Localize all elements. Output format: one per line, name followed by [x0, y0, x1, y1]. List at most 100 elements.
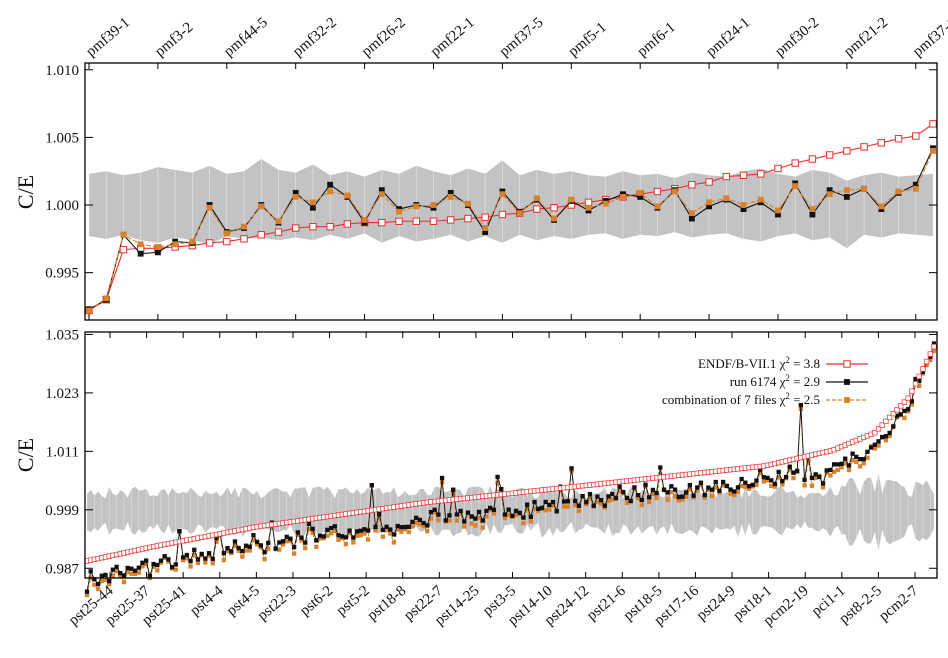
bottom-data-point	[687, 483, 693, 488]
bottom-data-point	[783, 474, 789, 480]
bottom-data-point	[543, 499, 548, 505]
top-data-point	[654, 203, 661, 210]
bottom-data-point	[140, 560, 145, 565]
top-data-point	[688, 210, 695, 217]
top-data-point	[137, 250, 144, 257]
bottom-y-axis: 0.987 0.999 1.011 1.023 1.035	[45, 327, 937, 577]
top-y-tick-label: 1.010	[45, 63, 79, 79]
top-data-point	[447, 194, 454, 200]
bottom-data-point	[909, 388, 915, 394]
bottom-data-point	[735, 489, 741, 494]
top-x-tick-label: pmf30-2	[772, 15, 822, 60]
bottom-data-point	[524, 506, 530, 512]
bottom-data-point	[395, 523, 400, 529]
bottom-data-point	[761, 475, 767, 480]
top-data-point	[550, 204, 558, 212]
bottom-x-tick-label: pst6-2	[297, 583, 336, 619]
bottom-data-point	[820, 481, 826, 486]
bottom-data-point	[547, 502, 552, 508]
top-data-point	[154, 244, 161, 250]
bottom-data-point	[883, 438, 889, 443]
top-x-tick-label: pmf21-2	[841, 15, 891, 60]
bottom-data-point	[643, 482, 648, 487]
bottom-data-point	[905, 407, 911, 412]
bottom-data-point	[462, 519, 467, 524]
top-data-point	[412, 217, 420, 225]
top-data-point	[344, 192, 351, 199]
bottom-data-point	[303, 540, 308, 545]
bottom-data-point	[898, 412, 903, 417]
top-x-tick-label: pmf6-1	[634, 19, 678, 60]
bottom-data-point	[635, 492, 641, 498]
top-data-point	[722, 172, 731, 181]
bottom-data-point	[813, 475, 818, 481]
top-data-point	[740, 202, 747, 208]
bottom-data-point	[532, 499, 537, 505]
bottom-data-point	[121, 573, 127, 578]
top-data-point	[792, 183, 799, 189]
bottom-data-point	[576, 503, 582, 508]
top-data-point	[292, 194, 299, 200]
top-data-point	[258, 203, 265, 210]
bottom-data-point	[236, 545, 241, 551]
bottom-data-point	[243, 543, 249, 548]
bottom-data-point	[839, 461, 844, 466]
top-data-point	[843, 187, 850, 194]
bottom-data-point	[332, 524, 337, 529]
top-data-point	[705, 178, 713, 186]
bottom-data-point	[406, 529, 411, 535]
legend-marker	[844, 379, 850, 385]
bottom-data-point	[417, 522, 423, 527]
bottom-y-tick-label: 0.987	[45, 561, 79, 577]
bottom-data-point	[547, 507, 552, 512]
bottom-data-point	[817, 474, 822, 480]
top-data-point	[137, 241, 144, 248]
bottom-y-axis-title: C/E	[13, 438, 38, 472]
bottom-data-point	[890, 410, 896, 417]
bottom-data-point	[876, 443, 881, 448]
bottom-data-point	[621, 489, 626, 495]
top-data-point	[240, 235, 248, 243]
bottom-data-point	[221, 558, 227, 563]
bottom-data-point	[258, 543, 263, 548]
bottom-data-point	[362, 527, 367, 532]
bottom-data-point	[728, 487, 733, 492]
bottom-data-point	[868, 445, 874, 450]
bottom-data-point	[743, 484, 748, 490]
bottom-data-point	[828, 467, 833, 473]
top-x-tick-label: pmf37-1	[910, 15, 948, 60]
top-x-tick-label: pmf26-2	[359, 15, 409, 60]
bottom-data-point	[661, 487, 667, 492]
legend: ENDF/B-VII.1 χ2 = 3.8 run 6174 χ2 = 2.9 co…	[662, 355, 868, 407]
top-data-point	[205, 239, 214, 247]
bottom-data-point	[569, 466, 574, 471]
bottom-data-point	[454, 518, 460, 523]
bottom-data-point	[92, 582, 97, 587]
legend-label: combination of 7 files χ2 = 2.5	[662, 391, 820, 407]
bottom-data-point	[743, 480, 748, 485]
bottom-data-point	[314, 544, 319, 549]
top-series-line	[88, 150, 934, 311]
bottom-data-point	[709, 487, 715, 492]
top-data-point	[206, 204, 213, 211]
bottom-data-point	[317, 533, 323, 538]
bottom-data-point	[110, 567, 116, 572]
bottom-data-point	[654, 491, 659, 496]
top-data-point	[429, 217, 438, 225]
bottom-y-tick-label: 1.035	[45, 327, 79, 343]
bottom-data-point	[84, 589, 90, 594]
bottom-data-point	[854, 454, 859, 460]
bottom-data-point	[206, 551, 212, 556]
bottom-data-point	[95, 581, 101, 587]
bottom-data-point	[595, 494, 600, 499]
bottom-data-point	[476, 509, 482, 515]
top-panel: 0.995 1.000 1.005 1.010 pmf39-1 pmf3-2 pmf44-…	[13, 15, 948, 321]
top-data-point	[86, 307, 92, 314]
bottom-data-point	[473, 523, 478, 528]
bottom-data-point	[791, 475, 796, 481]
bottom-data-point	[480, 518, 485, 523]
bottom-data-point	[617, 484, 622, 489]
top-x-tick-label: pmf39-1	[83, 15, 133, 60]
bottom-data-point	[573, 503, 578, 508]
